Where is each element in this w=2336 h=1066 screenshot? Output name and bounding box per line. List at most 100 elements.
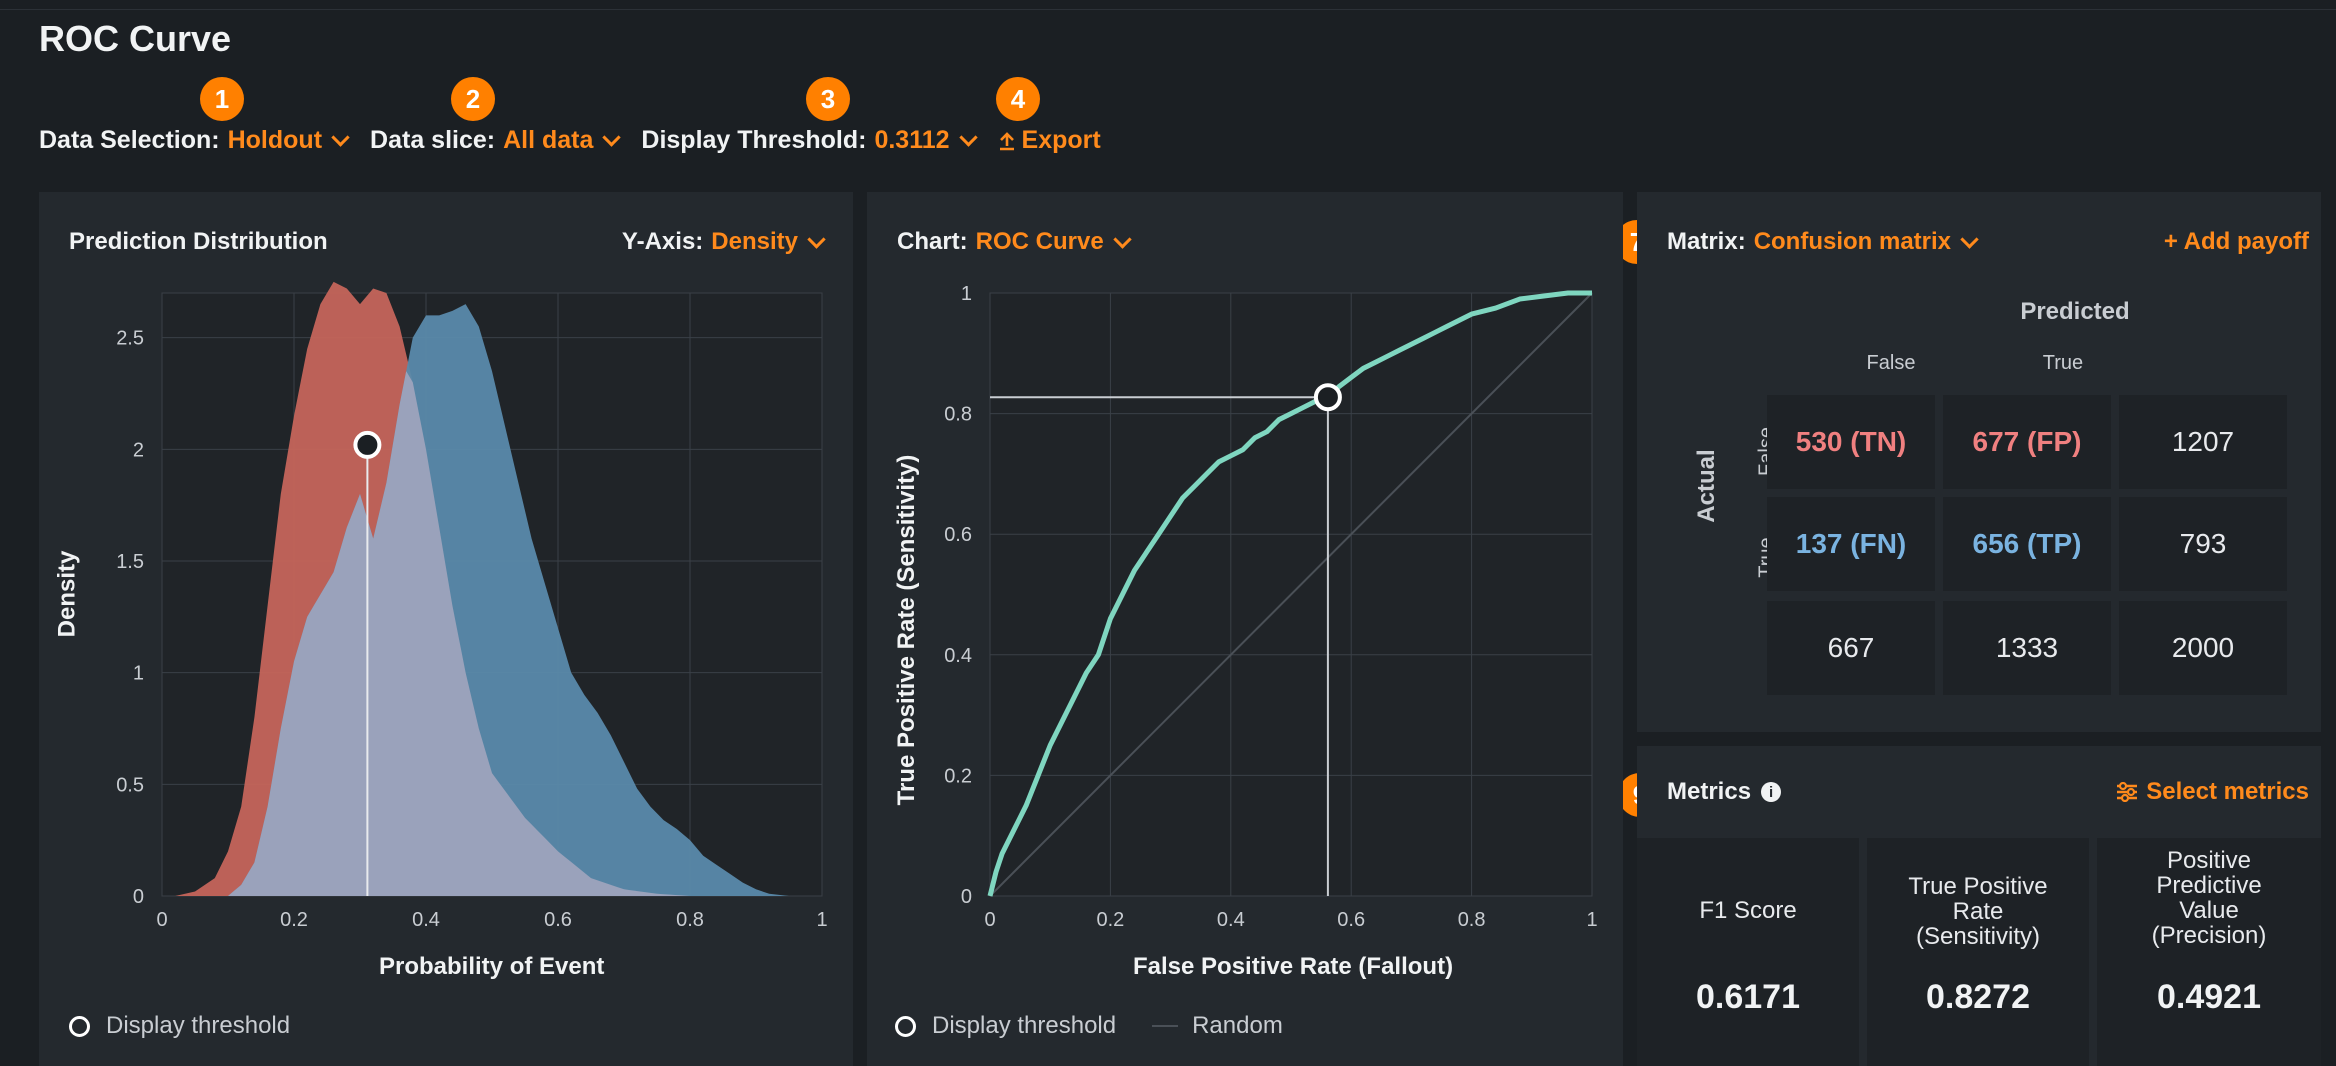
metric-card-ppv: Positive Predictive Value (Precision) 0.… [2097, 838, 2321, 1066]
info-icon[interactable]: i [1761, 782, 1782, 802]
overlap-area [162, 371, 822, 897]
metrics-panel: Metrics i Select metrics F1 Score 0.6171… [1637, 746, 2321, 1066]
data-slice-dropdown[interactable]: Data slice: All data [370, 126, 622, 155]
threshold-marker [353, 430, 382, 459]
y-tick-label: 2 [133, 439, 144, 461]
y-axis-dropdown[interactable]: Y-Axis: Density [621, 228, 826, 256]
y-tick-label: 0.5 [116, 774, 144, 796]
threshold-marker-icon [69, 1015, 90, 1037]
x-tick-label: 0.2 [280, 909, 308, 931]
x-tick-label: 0 [156, 909, 167, 931]
x-tick-label: 0.8 [676, 909, 704, 931]
matrix-cell-row-true-total: 793 [2119, 497, 2287, 591]
top-divider [0, 0, 2336, 10]
display-threshold-label: Display Threshold: [641, 126, 867, 154]
callout-badge-3: 3 [806, 77, 850, 121]
export-button[interactable]: Export [998, 126, 1101, 155]
roc-curve-line [987, 290, 1592, 897]
callout-badge-1: 1 [200, 77, 244, 121]
x-axis-title: Probability of Event [379, 953, 605, 980]
legend-label: Display threshold [106, 1012, 291, 1039]
matrix-value: Confusion matrix [1753, 228, 1952, 255]
select-metrics-label: Select metrics [2146, 778, 2309, 805]
data-selection-dropdown[interactable]: Data Selection: Holdout [39, 126, 350, 155]
y-tick-label: 0 [133, 886, 144, 908]
metric-value: 0.6171 [1696, 978, 1800, 1016]
x-tick-label: 0 [984, 909, 995, 931]
threshold-marker-icon [895, 1015, 916, 1037]
matrix-dropdown[interactable]: Matrix: Confusion matrix [1667, 228, 1979, 256]
x-tick-label: 1 [816, 909, 827, 931]
matrix-label: Matrix: [1667, 228, 1746, 255]
select-metrics-button[interactable]: Select metrics [2116, 778, 2309, 806]
metric-name: F1 Score [1699, 897, 1797, 924]
y-tick-label: 1 [961, 283, 972, 305]
col-header-false: False [1866, 352, 1916, 374]
y-axis-label: Y-Axis: [621, 228, 704, 255]
y-tick-label: 1.5 [116, 551, 144, 573]
actual-header: Actual [1693, 449, 1720, 523]
legend-display-threshold: Display threshold Random [895, 1012, 1283, 1040]
x-tick-label: 0.8 [1458, 909, 1486, 931]
matrix-cell-col-false-total: 667 [1767, 601, 1935, 695]
metric-name: True Positive Rate (Sensitivity) [1908, 873, 2048, 950]
y-tick-label: 0 [961, 886, 972, 908]
legend-label: Display threshold [932, 1012, 1117, 1039]
x-tick-label: 1 [1586, 909, 1597, 931]
callout-badge-4: 4 [996, 77, 1040, 121]
export-label: Export [1021, 126, 1101, 154]
threshold-marker [1313, 383, 1342, 412]
metrics-title: Metrics [1667, 778, 1752, 805]
predicted-header: Predicted [2020, 298, 2130, 325]
chart-type-dropdown[interactable]: Chart: ROC Curve [897, 228, 1132, 256]
chart-label: Chart: [897, 228, 968, 255]
metric-card-tpr: True Positive Rate (Sensitivity) 0.8272 [1867, 838, 2089, 1066]
y-tick-label: 0.2 [944, 765, 972, 787]
data-selection-label: Data Selection: [39, 126, 220, 154]
matrix-cell-tp: 656 (TP) [1943, 497, 2111, 591]
callout-badge-2: 2 [451, 77, 495, 121]
x-tick-label: 0.4 [1217, 909, 1245, 931]
matrix-cell-row-false-total: 1207 [2119, 395, 2287, 489]
x-tick-label: 0.2 [1096, 909, 1124, 931]
upload-icon [999, 131, 1014, 150]
data-slice-value: All data [503, 126, 594, 154]
x-tick-label: 0.4 [412, 909, 440, 931]
random-line-icon [1152, 1025, 1179, 1027]
display-threshold-dropdown[interactable]: Display Threshold: 0.3112 [641, 126, 978, 155]
matrix-cell-grand-total: 2000 [2119, 601, 2287, 695]
matrix-cell-tn: 530 (TN) [1767, 395, 1935, 489]
legend-random-label: Random [1192, 1012, 1283, 1039]
data-selection-value: Holdout [227, 126, 323, 154]
prediction-distribution-title: Prediction Distribution [69, 228, 328, 255]
col-header-true: True [2042, 352, 2084, 374]
display-threshold-value: 0.3112 [874, 126, 950, 154]
matrix-cell-col-true-total: 1333 [1943, 601, 2111, 695]
add-payoff-button[interactable]: + Add payoff [2163, 228, 2309, 255]
page-title: ROC Curve [39, 18, 232, 59]
chart-value: ROC Curve [975, 228, 1104, 255]
chevron-down-icon [1960, 229, 1979, 249]
matrix-cell-fn: 137 (FN) [1767, 497, 1935, 591]
matrix-cell-fp: 677 (FP) [1943, 395, 2111, 489]
y-tick-label: 2.5 [116, 328, 144, 350]
sliders-icon [2117, 782, 2138, 802]
x-axis-title: False Positive Rate (Fallout) [1133, 953, 1454, 980]
y-tick-label: 0.8 [944, 404, 972, 426]
metric-name: Positive Predictive Value (Precision) [2151, 847, 2267, 949]
confusion-matrix-panel: Matrix: Confusion matrix + Add payoff Pr… [1637, 192, 2321, 732]
data-slice-label: Data slice: [370, 126, 496, 154]
x-tick-label: 0.6 [544, 909, 572, 931]
random-line [989, 292, 1593, 897]
metric-value: 0.8272 [1926, 978, 2030, 1016]
legend-display-threshold: Display threshold [69, 1012, 290, 1040]
y-tick-label: 1 [133, 663, 144, 685]
metrics-header: Metrics i [1667, 778, 1782, 806]
y-axis-value: Density [711, 228, 798, 255]
metric-card-f1: F1 Score 0.6171 [1637, 838, 1859, 1066]
y-tick-label: 0.4 [944, 645, 972, 667]
metric-value: 0.4921 [2157, 978, 2261, 1016]
toolbar: Data Selection: Holdout Data slice: All … [39, 126, 1124, 155]
